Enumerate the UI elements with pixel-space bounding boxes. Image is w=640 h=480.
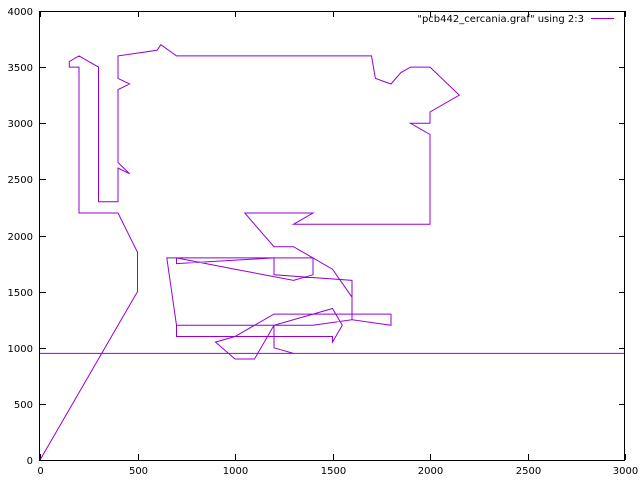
y-tick-label: 2000 [8,232,33,243]
legend-label: "pcb442_cercania.graf" using 2:3 [417,14,584,25]
x-tick-label: 0 [37,466,43,477]
x-tick-label: 500 [129,466,148,477]
axis-ticks: 0 500 1000 1500 2000 2500 3000 0 500 1000 1500 2000… [8,7,639,477]
y-tick-label: 1500 [8,288,33,299]
y-tick-label: 500 [14,400,33,411]
y-tick-label: 3500 [8,63,33,74]
y-tick-label: 4000 [8,7,33,18]
y-tick-label: 3000 [8,119,33,130]
x-tick-label: 1500 [321,466,346,477]
x-tick-label: 2000 [418,466,443,477]
x-tick-label: 2500 [516,466,541,477]
plot-area [39,43,625,461]
plot-frame [39,11,625,461]
y-tick-label: 0 [27,456,33,467]
y-tick-label: 2500 [8,175,33,186]
x-tick-label: 3000 [613,466,638,477]
y-tick-label: 1000 [8,344,33,355]
x-tick-label: 1000 [223,466,248,477]
legend: "pcb442_cercania.graf" using 2:3 [417,14,614,25]
series-line [39,43,625,461]
